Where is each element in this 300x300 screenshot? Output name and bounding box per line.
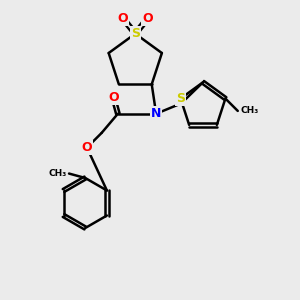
Text: CH₃: CH₃ [48,169,67,178]
Text: O: O [82,141,92,154]
Text: O: O [118,12,128,25]
Text: O: O [108,91,119,104]
Text: S: S [131,27,140,40]
Text: N: N [151,107,161,120]
Text: CH₃: CH₃ [240,106,258,116]
Text: O: O [142,12,153,25]
Text: S: S [176,92,185,105]
